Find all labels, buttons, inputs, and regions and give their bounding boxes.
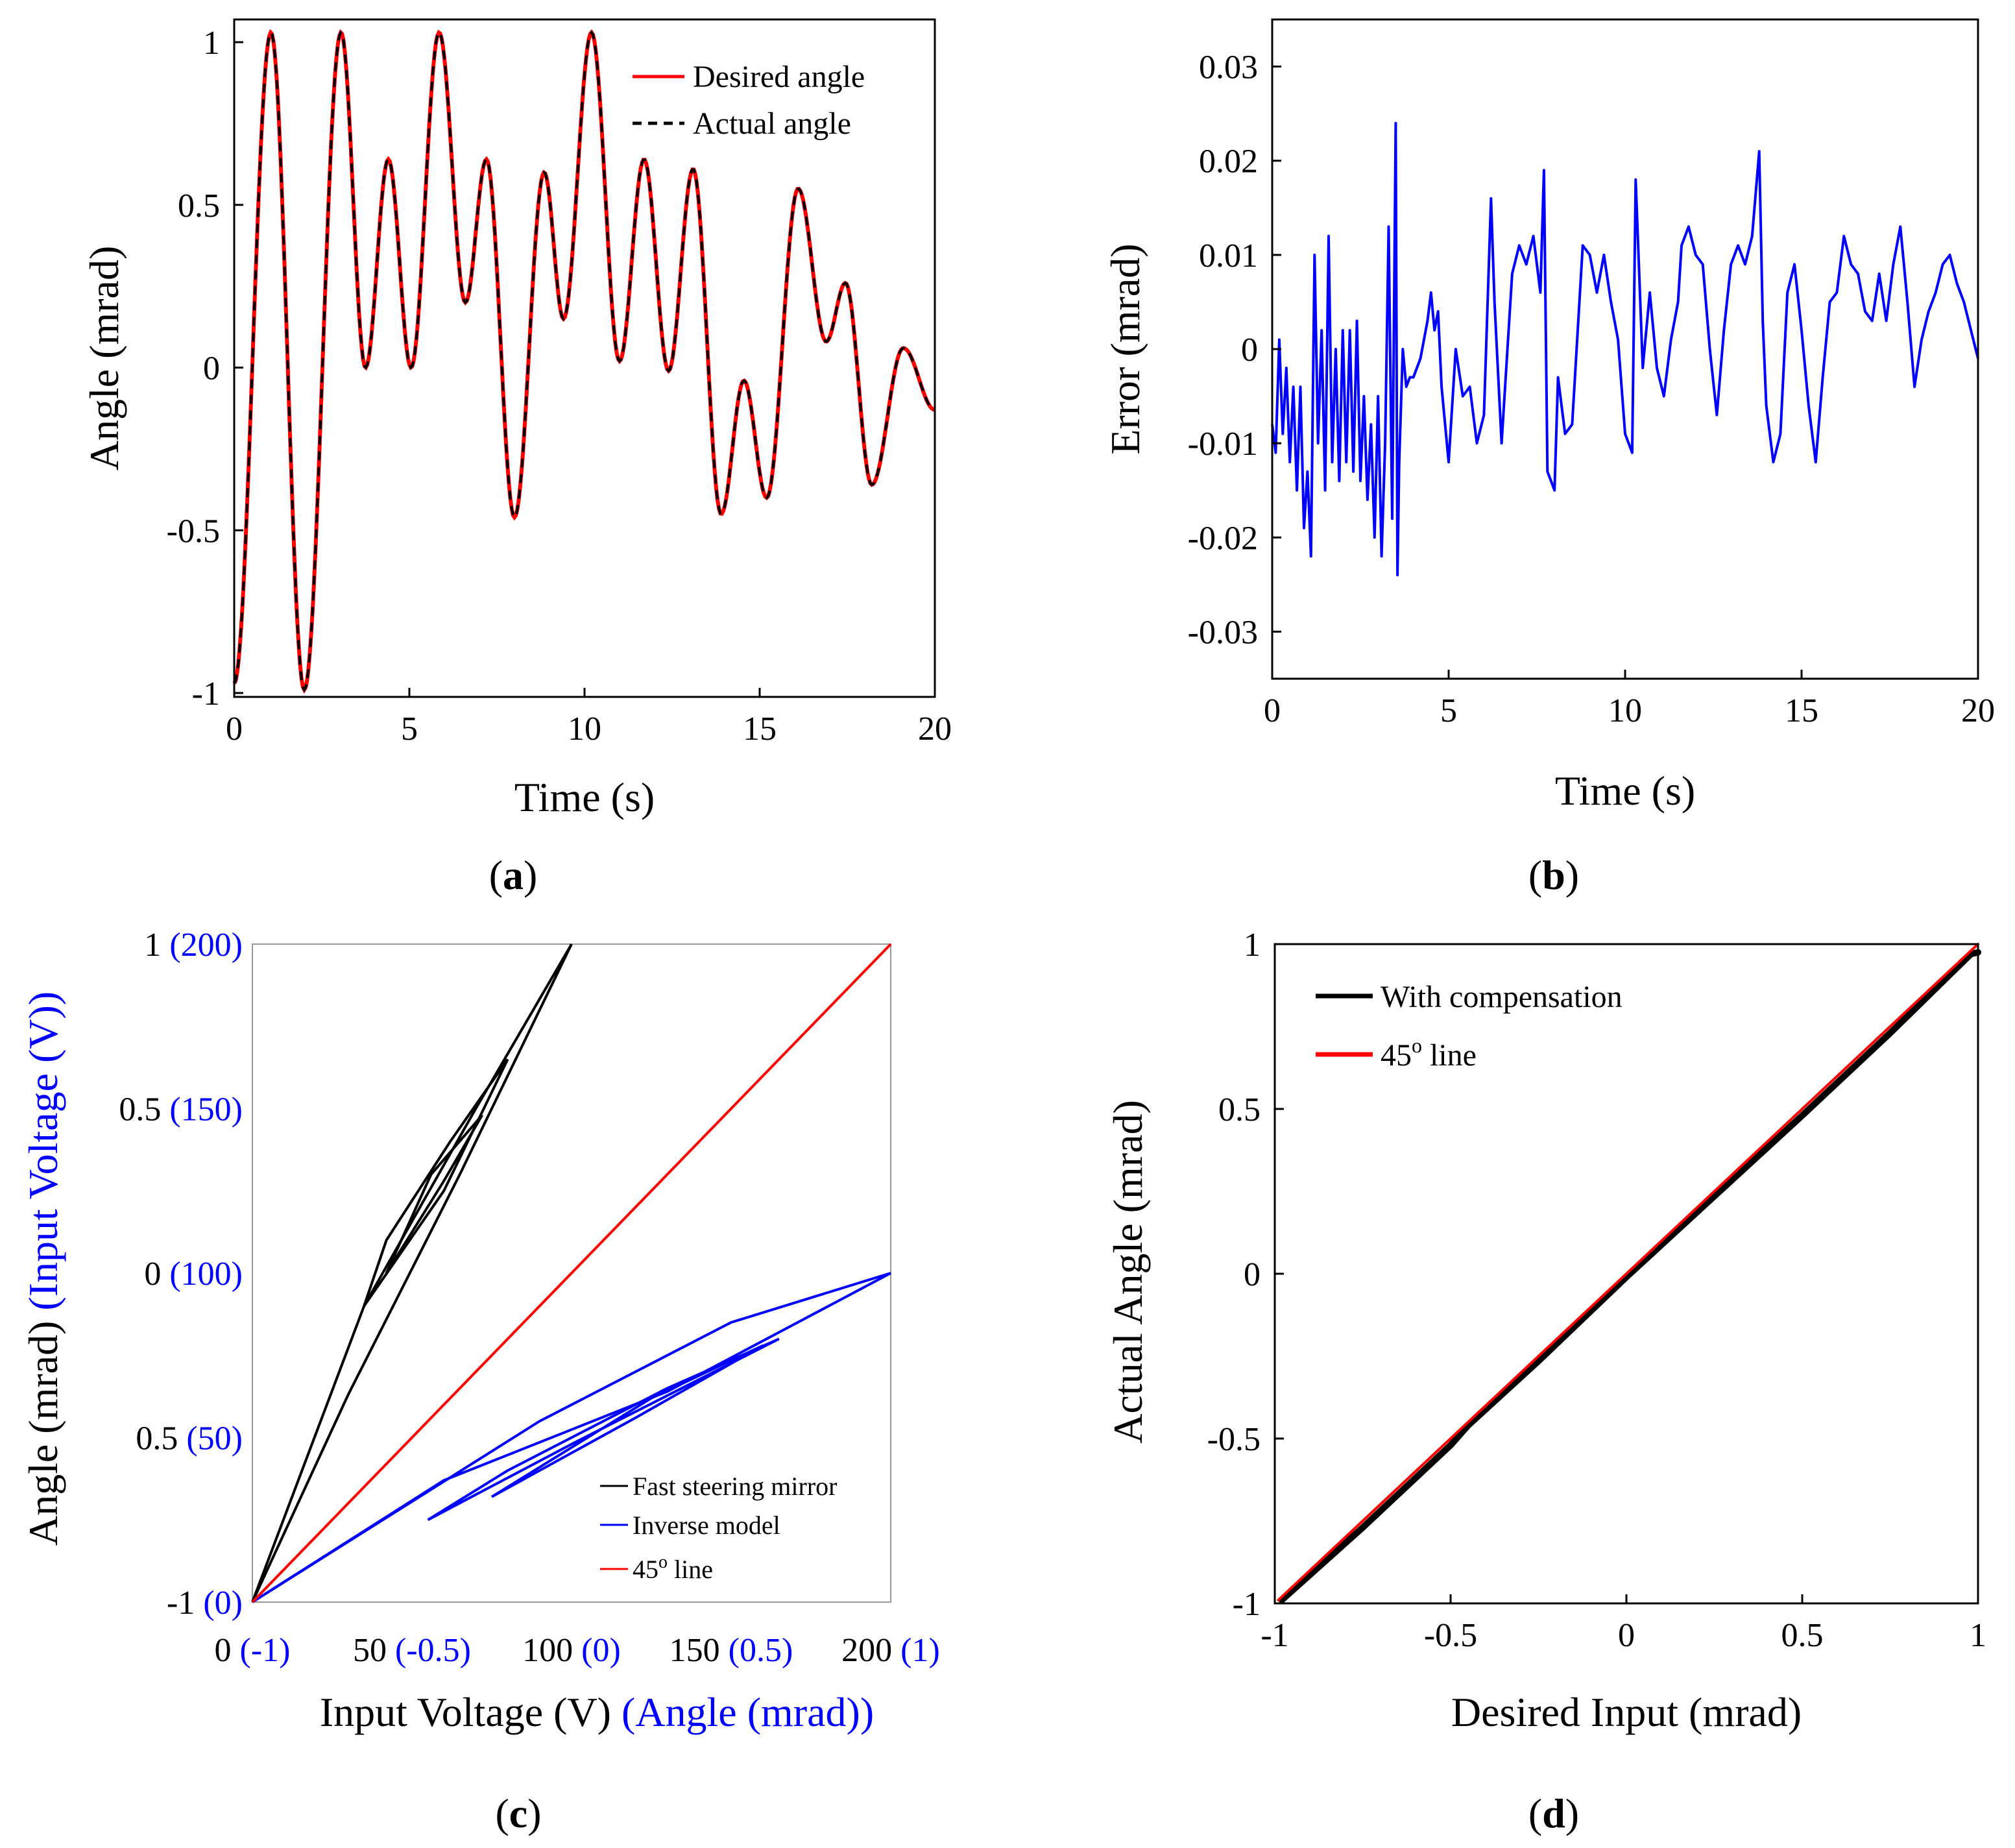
panel-a-xtick-label: 5: [401, 711, 418, 748]
panel-b-ytick-label: -0.02: [1188, 520, 1258, 557]
panel-d-ytick-label: 1: [1244, 927, 1261, 964]
panel-c-xlabel-secondary: (Angle (mrad)): [621, 1689, 874, 1735]
panel-b-ylabel: Error (mrad): [1102, 243, 1148, 454]
panel-b-axes-box: [1271, 18, 1979, 680]
legend-label-actual: Actual angle: [693, 106, 851, 141]
panel-b-ytick-label: 0.01: [1199, 237, 1258, 274]
panel-d-xlabel: Desired Input (mrad): [1451, 1689, 1802, 1735]
panel-c-legend: Fast steering mirror Inverse model 45o l…: [600, 1472, 838, 1584]
panel-a-xlabel: Time (s): [514, 774, 655, 820]
panel-a-chart: 0 5 10 15 20 -1 -0.5 0 0.5 1 Time (s) Angle (mrad…: [81, 18, 952, 898]
panel-b-xlabel: Time (s): [1555, 768, 1695, 814]
panel-d-xtick-label: -0.5: [1424, 1617, 1477, 1654]
panel-d-xtick-label: -1: [1261, 1617, 1288, 1654]
panel-a-xtick-label: 0: [226, 711, 243, 748]
series-inverse-model-loop: [251, 1272, 891, 1603]
panel-b-xtick-label: 0: [1264, 692, 1281, 729]
panel-a-ytick-label: -1: [192, 675, 220, 712]
legend-label-compensation: With compensation: [1381, 980, 1623, 1014]
panel-c-ytick-label: -1 (0): [167, 1585, 243, 1622]
panel-d-plot-lines: [1277, 943, 1981, 1603]
panel-d-ytick-label: 0.5: [1218, 1091, 1261, 1128]
series-fast-steering-mirror-loop: [251, 943, 573, 1603]
panel-c-ticks: 0 (-1) 50 (-0.5) 100 (0) 150 (0.5) 200 (1) -1…: [119, 927, 939, 1669]
panel-b-xtick-label: 5: [1440, 692, 1457, 729]
panel-c-ytick-label: 0.5 (150): [119, 1091, 243, 1128]
panel-b-chart: 0 5 10 15 20 -0.03 -0.02 -0.01 0 0.01 0.02 0.03 Tim…: [1102, 18, 1995, 898]
panel-b-ytick-label: 0.03: [1199, 49, 1258, 86]
series-45-line: [251, 943, 892, 1603]
panel-c-xtick-label: 50 (-0.5): [353, 1632, 471, 1669]
legend-label-fsm: Fast steering mirror: [633, 1472, 838, 1501]
panel-c-xtick-label: 150 (0.5): [670, 1632, 793, 1669]
series-with-compensation: [1278, 949, 1981, 1603]
panel-c-xtick-label: 100 (0): [522, 1632, 621, 1669]
panel-b-ytick-label: 0: [1241, 332, 1258, 369]
panel-d-ylabel: Actual Angle (mrad): [1105, 1100, 1151, 1444]
panel-b-ytick-label: -0.03: [1188, 614, 1258, 651]
panel-c-ytick-label: 0 (100): [144, 1256, 243, 1293]
legend-label-45-d: 45o line: [1381, 1034, 1477, 1073]
panel-d-ytick-label: 0: [1244, 1256, 1261, 1293]
panel-c-ytick-label: 0.5 (50): [136, 1420, 243, 1457]
panel-c-chart: 0 (-1) 50 (-0.5) 100 (0) 150 (0.5) 200 (1) -1…: [20, 927, 940, 1836]
series-actual-angle: [233, 30, 935, 693]
legend-label-inverse: Inverse model: [633, 1511, 780, 1540]
panel-b-ticks: 0 5 10 15 20 -0.03 -0.02 -0.01 0 0.01 0.02 0.03: [1188, 49, 1995, 729]
panel-a-plot-lines: [232, 29, 935, 694]
panel-c-caption: (c): [495, 1790, 541, 1836]
panel-a-ytick-label: -0.5: [167, 513, 220, 550]
panel-c-xlabel: Input Voltage (V) (Angle (mrad)): [320, 1689, 874, 1735]
series-fast-steering-mirror-loop: [385, 1114, 483, 1274]
panel-b-plot-lines: [1271, 121, 1979, 577]
panel-b-ytick-label: 0.02: [1199, 143, 1258, 180]
panel-c-xlabel-primary: Input Voltage (V): [320, 1689, 611, 1735]
panel-c-ylabel: Angle (mrad) (Input Voltage (V)): [20, 991, 66, 1546]
series-45-line: [1277, 943, 1979, 1601]
panel-a-ticks: 0 5 10 15 20 -1 -0.5 0 0.5 1: [167, 25, 952, 748]
series-inverse-model-loop: [490, 1344, 764, 1498]
panel-c-ylabel-secondary: (Input Voltage (V)): [20, 991, 66, 1311]
panel-b-xtick-label: 10: [1608, 692, 1642, 729]
series-error: [1271, 121, 1979, 577]
panel-d-caption: (d): [1528, 1790, 1579, 1836]
panel-d-ticks: -1 -0.5 0 0.5 1 -1 -0.5 0 0.5 1: [1207, 927, 1986, 1654]
legend-label-desired: Desired angle: [693, 60, 865, 94]
panel-b-xtick-label: 20: [1961, 692, 1995, 729]
panel-c-ytick-label: 1 (200): [144, 927, 243, 964]
panel-c-plot-lines: [251, 943, 892, 1603]
panel-d-xtick-label: 0.5: [1781, 1617, 1824, 1654]
panel-d-xtick-label: 0: [1618, 1617, 1635, 1654]
panel-a-ylabel: Angle (mrad): [81, 246, 127, 471]
panel-a-ytick-label: 0.5: [178, 188, 220, 225]
panel-c-xtick-label: 0 (-1): [215, 1632, 291, 1669]
panel-a-legend: Desired angle Actual angle: [633, 60, 865, 141]
panel-d-xtick-label: 1: [1970, 1617, 1986, 1654]
panel-d-ytick-label: -1: [1233, 1586, 1261, 1623]
panel-d-legend: With compensation 45o line: [1316, 980, 1623, 1073]
panel-b-caption: (b): [1528, 852, 1579, 898]
panel-d-chart: -1 -0.5 0 0.5 1 -1 -0.5 0 0.5 1 Desired Input (mr…: [1105, 927, 1986, 1836]
panel-c-ylabel-primary: Angle (mrad): [20, 1321, 66, 1546]
panel-b-ytick-label: -0.01: [1188, 426, 1258, 463]
panel-a-caption: (a): [489, 852, 538, 898]
series-fast-steering-mirror-loop: [363, 1058, 509, 1307]
panel-c-xtick-label: 200 (1): [841, 1632, 940, 1669]
panel-a-xtick-label: 20: [918, 711, 952, 748]
panel-a-xtick-label: 15: [743, 711, 777, 748]
panel-a-xtick-label: 10: [568, 711, 601, 748]
panel-a-ytick-label: 1: [203, 25, 220, 62]
legend-label-45-c: 45o line: [633, 1552, 713, 1584]
panel-a-ytick-label: 0: [203, 350, 220, 387]
panel-b-xtick-label: 15: [1785, 692, 1818, 729]
panel-d-ytick-label: -0.5: [1207, 1421, 1261, 1458]
